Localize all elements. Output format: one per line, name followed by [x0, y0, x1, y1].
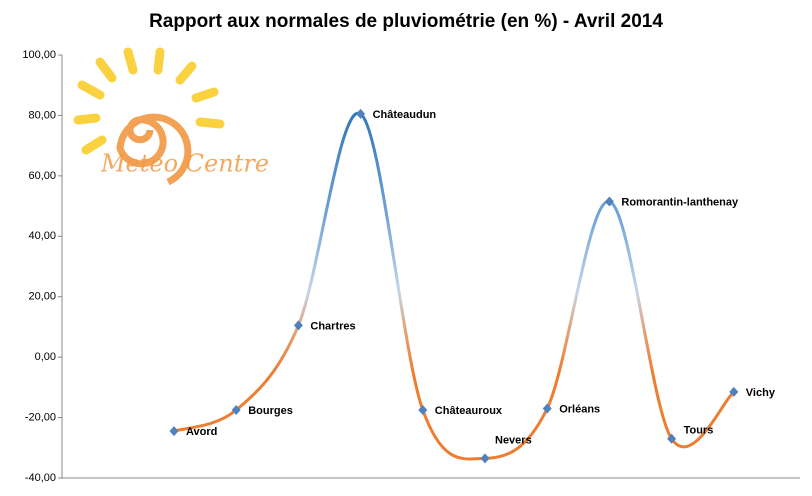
point-marker [667, 433, 677, 444]
y-tick-label: 40,00 [28, 230, 56, 242]
point-marker [480, 453, 490, 464]
data-label: Châteauroux [435, 405, 503, 417]
point-marker [542, 403, 552, 414]
data-label: Nevers [495, 434, 532, 446]
y-tick-label: 100,00 [22, 49, 56, 61]
point-marker [729, 386, 739, 397]
y-tick-label: 80,00 [28, 109, 56, 121]
y-tick-label: 20,00 [28, 291, 56, 303]
point-marker [418, 405, 428, 416]
data-label: Romorantin-lanthenay [621, 196, 739, 208]
data-label: Avord [186, 426, 217, 438]
point-marker [169, 426, 179, 437]
point-marker [604, 196, 614, 207]
data-label: Vichy [746, 387, 776, 399]
point-marker [356, 108, 366, 119]
data-label: Tours [684, 425, 714, 437]
point-marker [293, 320, 303, 331]
point-marker [231, 405, 241, 416]
data-label: Chartres [310, 320, 355, 332]
y-tick-label: 0,00 [35, 351, 56, 363]
chart-title: Rapport aux normales de pluviométrie (en… [149, 11, 663, 32]
data-label: Châteaudun [373, 109, 437, 121]
logo: Meteo Centre [73, 47, 269, 186]
y-tick-label: 60,00 [28, 170, 56, 182]
watermark: Meteo Centre [100, 150, 269, 178]
y-tick-label: -20,00 [25, 411, 56, 423]
data-label: Bourges [248, 405, 293, 417]
y-tick-label: -40,00 [25, 472, 56, 484]
data-label: Orléans [559, 403, 600, 415]
